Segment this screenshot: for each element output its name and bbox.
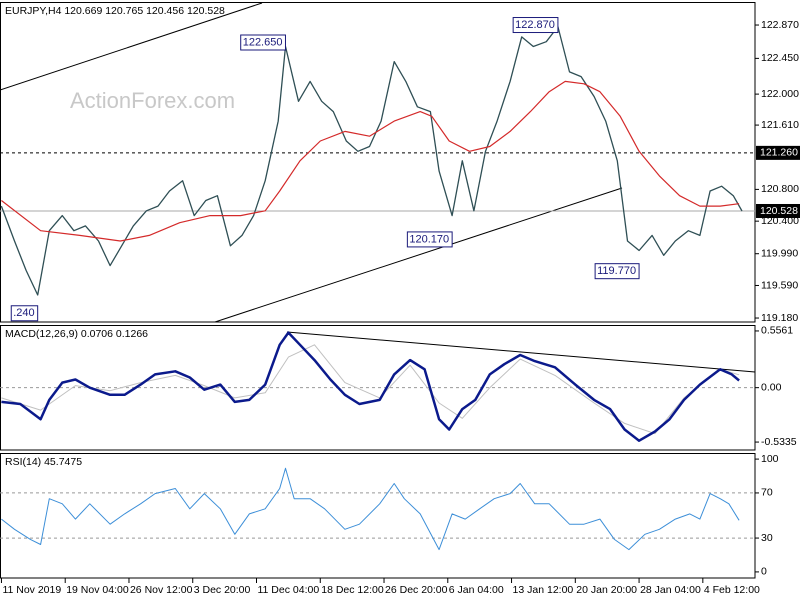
- annotation-box: [10, 305, 39, 322]
- x-tick-label: 11 Dec 04:00: [257, 584, 319, 596]
- panel-title: RSI(14) 45.7475: [5, 456, 82, 468]
- y-tick-label: 122.870: [761, 19, 799, 31]
- price-line-label: 121.260: [760, 147, 798, 159]
- y-tick-label: 122.000: [761, 88, 799, 100]
- panel-title: MACD(12,26,9) 0.0706 0.1266: [5, 328, 148, 340]
- x-tick-label: 6 Jan 04:00: [449, 584, 504, 596]
- annotation-label: 122.650: [243, 36, 283, 48]
- annotation-box: [406, 231, 453, 248]
- x-tick-label: 19 Nov 04:00: [66, 584, 129, 596]
- annotation-label: 120.170: [409, 233, 449, 245]
- series-line: [1, 467, 740, 551]
- series-line: [0, 25, 743, 296]
- y-tick-label: 122.450: [761, 52, 799, 64]
- y-tick-label: 0.00: [761, 381, 782, 393]
- x-tick-label: 11 Nov 2019: [2, 584, 61, 596]
- annotation-label: 122.870: [515, 19, 555, 31]
- y-tick-label: 119.990: [761, 247, 798, 259]
- y-tick-label: 0: [761, 566, 767, 578]
- price-line-label: 120.528: [760, 205, 798, 217]
- y-tick-label: 119.590: [761, 279, 798, 291]
- x-tick-label: 26 Dec 20:00: [385, 584, 448, 596]
- price-line-box: [756, 145, 800, 160]
- annotation-box: [512, 17, 559, 34]
- x-tick-label: 3 Dec 20:00: [194, 584, 251, 596]
- panel-title: EURJPY,H4 120.669 120.765 120.456 120.52…: [5, 5, 225, 17]
- price-line-box: [756, 203, 800, 218]
- y-tick-label: 120.800: [761, 183, 799, 195]
- y-tick-label: 30: [761, 532, 773, 544]
- x-tick-label: 4 Feb 12:00: [704, 584, 760, 596]
- x-tick-label: 18 Dec 12:00: [321, 584, 384, 596]
- y-tick-label: 70: [761, 487, 773, 499]
- annotation-box: [594, 263, 640, 280]
- x-tick-label: 13 Jan 12:00: [513, 584, 574, 596]
- series-line: [1, 331, 740, 442]
- y-tick-label: 100: [761, 453, 779, 465]
- annotation-label: .240: [13, 307, 34, 319]
- channel-line: [0, 2, 263, 91]
- macd-trend-line: [286, 331, 756, 373]
- annotation-label: 119.770: [597, 265, 636, 277]
- annotation-box: [240, 34, 286, 51]
- y-tick-label: 0.5561: [761, 325, 793, 337]
- y-tick-label: 119.180: [761, 312, 798, 324]
- y-tick-label: 121.610: [761, 119, 799, 131]
- rsi-panel: [0, 453, 756, 579]
- series-line: [1, 80, 740, 242]
- x-tick-label: 20 Jan 20:00: [576, 584, 637, 596]
- price-panel: [0, 2, 756, 323]
- y-tick-label: -0.5335: [761, 436, 797, 448]
- channel-line: [214, 187, 623, 323]
- x-tick-label: 26 Nov 12:00: [130, 584, 193, 596]
- x-tick-label: 28 Jan 04:00: [640, 584, 701, 596]
- watermark: ActionForex.com: [70, 88, 235, 113]
